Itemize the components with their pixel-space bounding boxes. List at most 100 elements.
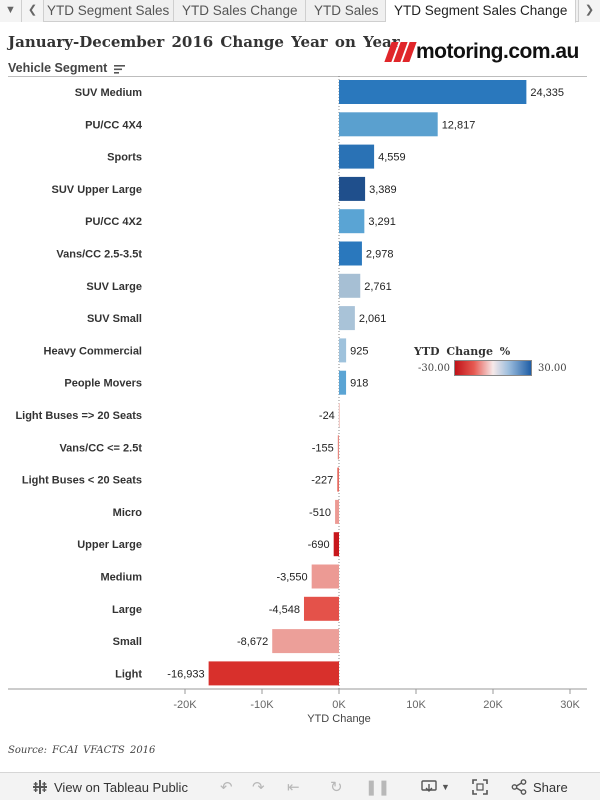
category-label: Light Buses < 20 Seats xyxy=(22,475,142,487)
category-label: SUV Large xyxy=(86,281,142,293)
bar xyxy=(339,241,362,266)
bar xyxy=(339,80,527,104)
category-label: People Movers xyxy=(64,378,142,390)
category-label: PU/CC 4X2 xyxy=(85,216,142,228)
chevron-left-icon: ❮ xyxy=(27,4,38,16)
tab-next-button[interactable]: ❯ xyxy=(578,0,600,22)
bar xyxy=(335,499,339,524)
share-label: Share xyxy=(533,779,568,795)
value-label: -3,550 xyxy=(276,572,307,584)
pause-icon: ❚❚ xyxy=(365,779,391,796)
undo-button[interactable]: ↶ xyxy=(220,773,233,800)
x-tick-label: -10K xyxy=(250,699,274,711)
category-label: Light xyxy=(115,668,142,680)
value-label: 918 xyxy=(350,378,368,390)
x-tick-label: 10K xyxy=(406,699,426,711)
value-label: -510 xyxy=(309,507,331,519)
category-label: SUV Small xyxy=(87,313,142,325)
bar-chart: SUV Medium 24,335 PU/CC 4X4 12,817 Sports 4,5… xyxy=(8,76,587,725)
x-tick-label: -20K xyxy=(173,699,197,711)
download-button[interactable]: ▼ xyxy=(421,773,450,800)
bar xyxy=(339,209,365,234)
revert-icon: ⇤ xyxy=(287,779,300,796)
category-label: Sports xyxy=(107,152,142,164)
pause-button[interactable]: ❚❚ xyxy=(365,773,390,800)
value-label: 925 xyxy=(350,345,368,357)
logo-text: motoring.com.au xyxy=(416,40,579,63)
value-label: -24 xyxy=(319,410,335,422)
redo-button[interactable]: ↷ xyxy=(252,773,265,800)
bar xyxy=(338,403,340,427)
chevron-down-icon: ▼ xyxy=(5,4,16,16)
value-label: 24,335 xyxy=(530,87,564,99)
value-label: 3,291 xyxy=(368,216,396,228)
bar xyxy=(337,467,339,492)
fullscreen-button[interactable] xyxy=(472,773,488,800)
refresh-icon: ↻ xyxy=(330,779,343,796)
category-label: Medium xyxy=(100,572,142,584)
category-label: Light Buses => 20 Seats xyxy=(15,410,142,422)
bar xyxy=(333,532,339,557)
value-label: -155 xyxy=(312,442,334,454)
header-divider xyxy=(8,76,587,77)
value-label: -227 xyxy=(311,475,333,487)
value-label: 2,978 xyxy=(366,249,394,261)
redo-icon: ↷ xyxy=(252,779,265,796)
value-label: -4,548 xyxy=(269,604,300,616)
tab-ytd-segment-sales-change[interactable]: YTD Segment Sales Change xyxy=(386,0,576,23)
category-label: Upper Large xyxy=(77,539,142,551)
share-icon xyxy=(511,779,527,795)
view-on-tableau-label: View on Tableau Public xyxy=(54,779,188,795)
legend-min-label: -30.00 xyxy=(418,363,451,374)
tab-ytd-sales-change[interactable]: YTD Sales Change xyxy=(174,0,306,22)
x-tick-label: 0K xyxy=(332,699,346,711)
share-button[interactable]: Share xyxy=(511,773,568,800)
value-label: -690 xyxy=(308,539,330,551)
category-label: PU/CC 4X4 xyxy=(85,119,143,131)
bar xyxy=(339,370,347,395)
view-on-tableau-button[interactable]: View on Tableau Public xyxy=(32,773,188,800)
tab-prev-button[interactable]: ❮ xyxy=(22,0,44,22)
bar xyxy=(311,564,339,589)
x-tick-label: 30K xyxy=(560,699,580,711)
color-legend: YTD Change % -30.00 30.00 xyxy=(414,345,574,379)
category-label: Large xyxy=(112,604,142,616)
sort-icon[interactable] xyxy=(113,64,126,74)
x-axis-title: YTD Change xyxy=(307,713,371,725)
category-label: Small xyxy=(113,636,142,648)
value-label: 2,061 xyxy=(359,313,387,325)
tab-ytd-segment-sales[interactable]: YTD Segment Sales xyxy=(44,0,174,22)
revert-button[interactable]: ⇤ xyxy=(287,773,300,800)
category-label: Vans/CC 2.5-3.5t xyxy=(56,249,142,261)
value-label: 4,559 xyxy=(378,152,406,164)
bar xyxy=(339,144,375,169)
motoring-logo: motoring.com.au xyxy=(384,37,579,67)
refresh-button[interactable]: ↻ xyxy=(330,773,343,800)
value-label: 2,761 xyxy=(364,281,392,293)
bar xyxy=(303,596,339,621)
bar xyxy=(339,176,366,201)
bar xyxy=(272,629,339,654)
category-label: SUV Upper Large xyxy=(52,184,142,196)
legend-max-label: 30.00 xyxy=(538,363,567,374)
tableau-icon xyxy=(33,780,47,794)
tab-menu-button[interactable]: ▼ xyxy=(0,0,22,22)
vehicle-segment-label: Vehicle Segment xyxy=(8,61,108,75)
fullscreen-icon xyxy=(472,779,488,795)
value-label: -8,672 xyxy=(237,636,268,648)
legend-gradient xyxy=(454,360,532,376)
bar xyxy=(339,338,347,363)
chevron-down-icon: ▼ xyxy=(441,782,450,792)
bar xyxy=(339,112,438,137)
tab-bar: ▼ ❮ YTD Segment Sales YTD Sales Change Y… xyxy=(0,0,600,23)
category-label: SUV Medium xyxy=(75,87,142,99)
x-tick-label: 20K xyxy=(483,699,503,711)
download-icon xyxy=(421,780,437,792)
bar xyxy=(337,435,339,460)
chevron-right-icon: ❯ xyxy=(584,4,595,16)
tab-ytd-sales[interactable]: YTD Sales xyxy=(306,0,386,22)
vehicle-segment-header[interactable]: Vehicle Segment xyxy=(8,61,126,75)
category-label: Micro xyxy=(113,507,143,519)
source-note: Source: FCAI VFACTS 2016 xyxy=(8,745,156,756)
value-label: 12,817 xyxy=(442,119,476,131)
